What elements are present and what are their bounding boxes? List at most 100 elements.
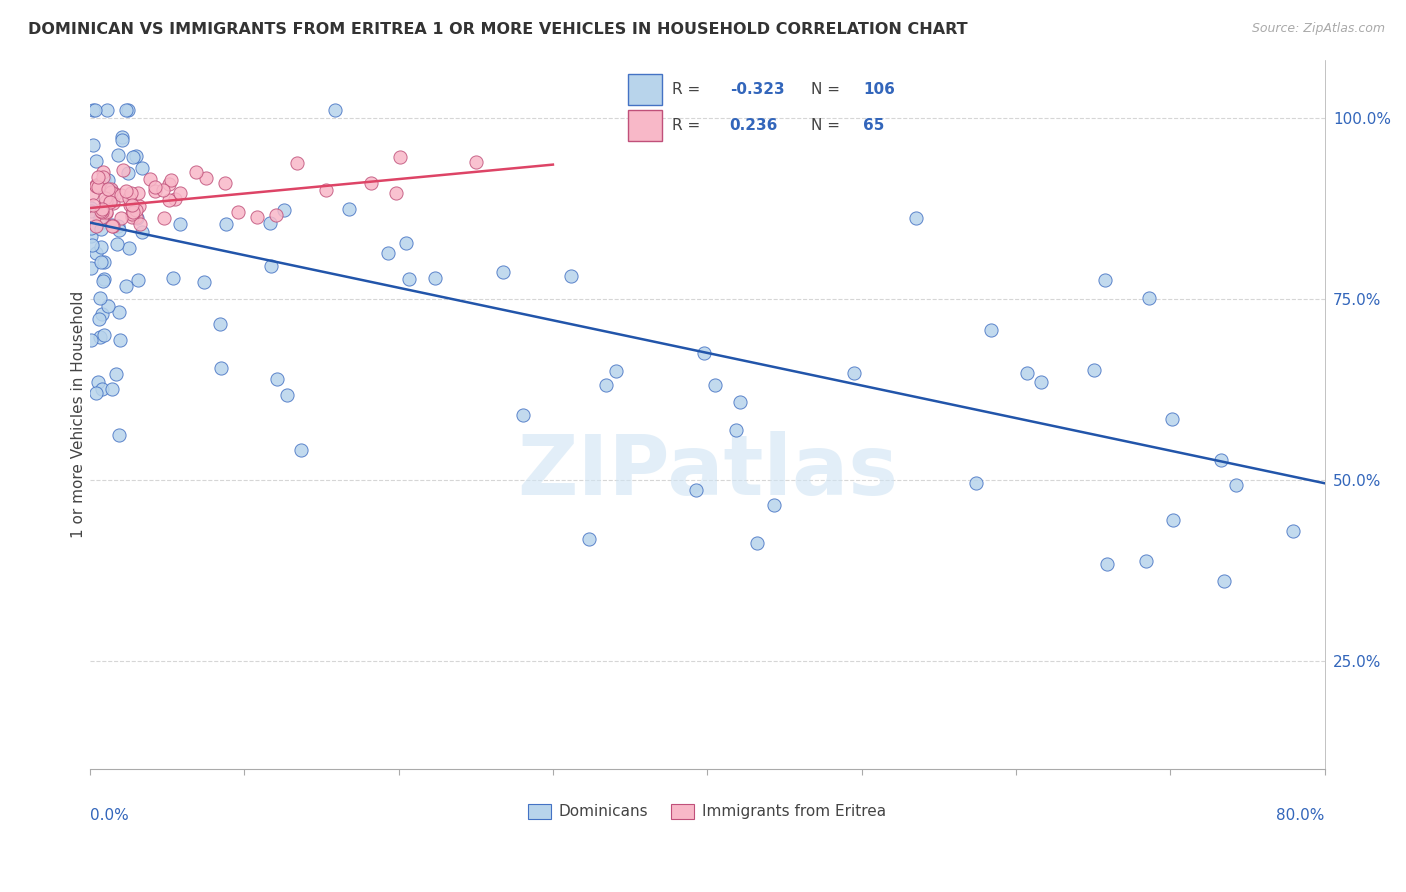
Point — [97, 172, 120, 186]
Point — [259, 216, 281, 230]
Point — [118, 198, 141, 212]
Point — [91, 382, 114, 396]
Point — [91, 214, 114, 228]
Point — [93, 254, 115, 268]
Point — [91, 210, 114, 224]
Point — [79, 260, 101, 275]
Point — [360, 176, 382, 190]
Point — [965, 475, 987, 490]
Point — [86, 178, 108, 192]
Point — [84, 245, 107, 260]
Point — [1209, 453, 1232, 467]
Point — [117, 166, 139, 180]
Point — [1135, 554, 1157, 568]
Point — [118, 241, 141, 255]
Point — [163, 192, 186, 206]
Point — [82, 103, 104, 118]
Point — [169, 218, 191, 232]
Point — [266, 372, 288, 386]
Point — [110, 211, 132, 225]
Point — [157, 193, 180, 207]
Point — [79, 201, 101, 215]
Point — [101, 219, 124, 233]
Point — [728, 395, 751, 409]
Point — [111, 163, 134, 178]
Point — [89, 312, 111, 326]
Point — [121, 210, 143, 224]
Point — [87, 376, 110, 390]
Point — [492, 265, 515, 279]
Point — [128, 199, 150, 213]
Point — [160, 173, 183, 187]
Point — [703, 378, 725, 392]
Text: 0.0%: 0.0% — [90, 808, 128, 823]
Point — [97, 299, 120, 313]
Point — [285, 155, 308, 169]
Point — [80, 187, 103, 202]
Point — [745, 536, 768, 550]
Point — [89, 254, 111, 268]
Point — [1225, 478, 1247, 492]
Point — [128, 186, 150, 200]
Point — [98, 195, 121, 210]
Point — [904, 211, 927, 226]
Point — [127, 273, 149, 287]
Point — [86, 179, 108, 194]
Point — [96, 103, 118, 118]
Point — [91, 274, 114, 288]
Point — [108, 427, 131, 442]
Point — [1161, 513, 1184, 527]
Point — [80, 228, 103, 243]
Text: ZIPatlas: ZIPatlas — [517, 431, 898, 512]
Point — [118, 191, 141, 205]
Point — [93, 191, 115, 205]
Text: 80.0%: 80.0% — [1277, 808, 1324, 823]
Point — [193, 275, 215, 289]
Point — [131, 225, 153, 239]
Text: Source: ZipAtlas.com: Source: ZipAtlas.com — [1251, 22, 1385, 36]
Point — [595, 378, 617, 392]
Point — [315, 183, 337, 197]
Point — [980, 323, 1002, 337]
Point — [96, 204, 118, 219]
Point — [108, 333, 131, 347]
Point — [115, 279, 138, 293]
Point — [80, 203, 103, 218]
Point — [121, 205, 143, 219]
Point — [290, 443, 312, 458]
Point — [398, 272, 420, 286]
Point — [105, 367, 128, 381]
Point — [91, 169, 114, 184]
Y-axis label: 1 or more Vehicles in Household: 1 or more Vehicles in Household — [72, 291, 86, 538]
Point — [169, 186, 191, 200]
Point — [101, 196, 124, 211]
Point — [389, 150, 412, 164]
Point — [153, 211, 176, 226]
Point — [108, 222, 131, 236]
Point — [79, 221, 101, 235]
Point — [89, 177, 111, 191]
Point — [100, 185, 122, 199]
Point — [512, 408, 534, 422]
Point — [100, 182, 122, 196]
Point — [464, 154, 486, 169]
Point — [377, 246, 399, 260]
Point — [1282, 524, 1305, 539]
Point — [93, 172, 115, 186]
Point — [125, 203, 148, 218]
Point — [1139, 291, 1161, 305]
Point — [86, 170, 108, 185]
Point — [117, 103, 139, 118]
Point — [226, 204, 249, 219]
Point — [763, 498, 786, 512]
Point — [86, 180, 108, 194]
Point — [83, 210, 105, 224]
Point — [578, 532, 600, 546]
Point — [842, 366, 865, 380]
Point — [385, 186, 408, 200]
Point — [124, 210, 146, 224]
Point — [1160, 412, 1182, 426]
Point — [157, 178, 180, 192]
Point — [125, 149, 148, 163]
Point — [260, 259, 283, 273]
